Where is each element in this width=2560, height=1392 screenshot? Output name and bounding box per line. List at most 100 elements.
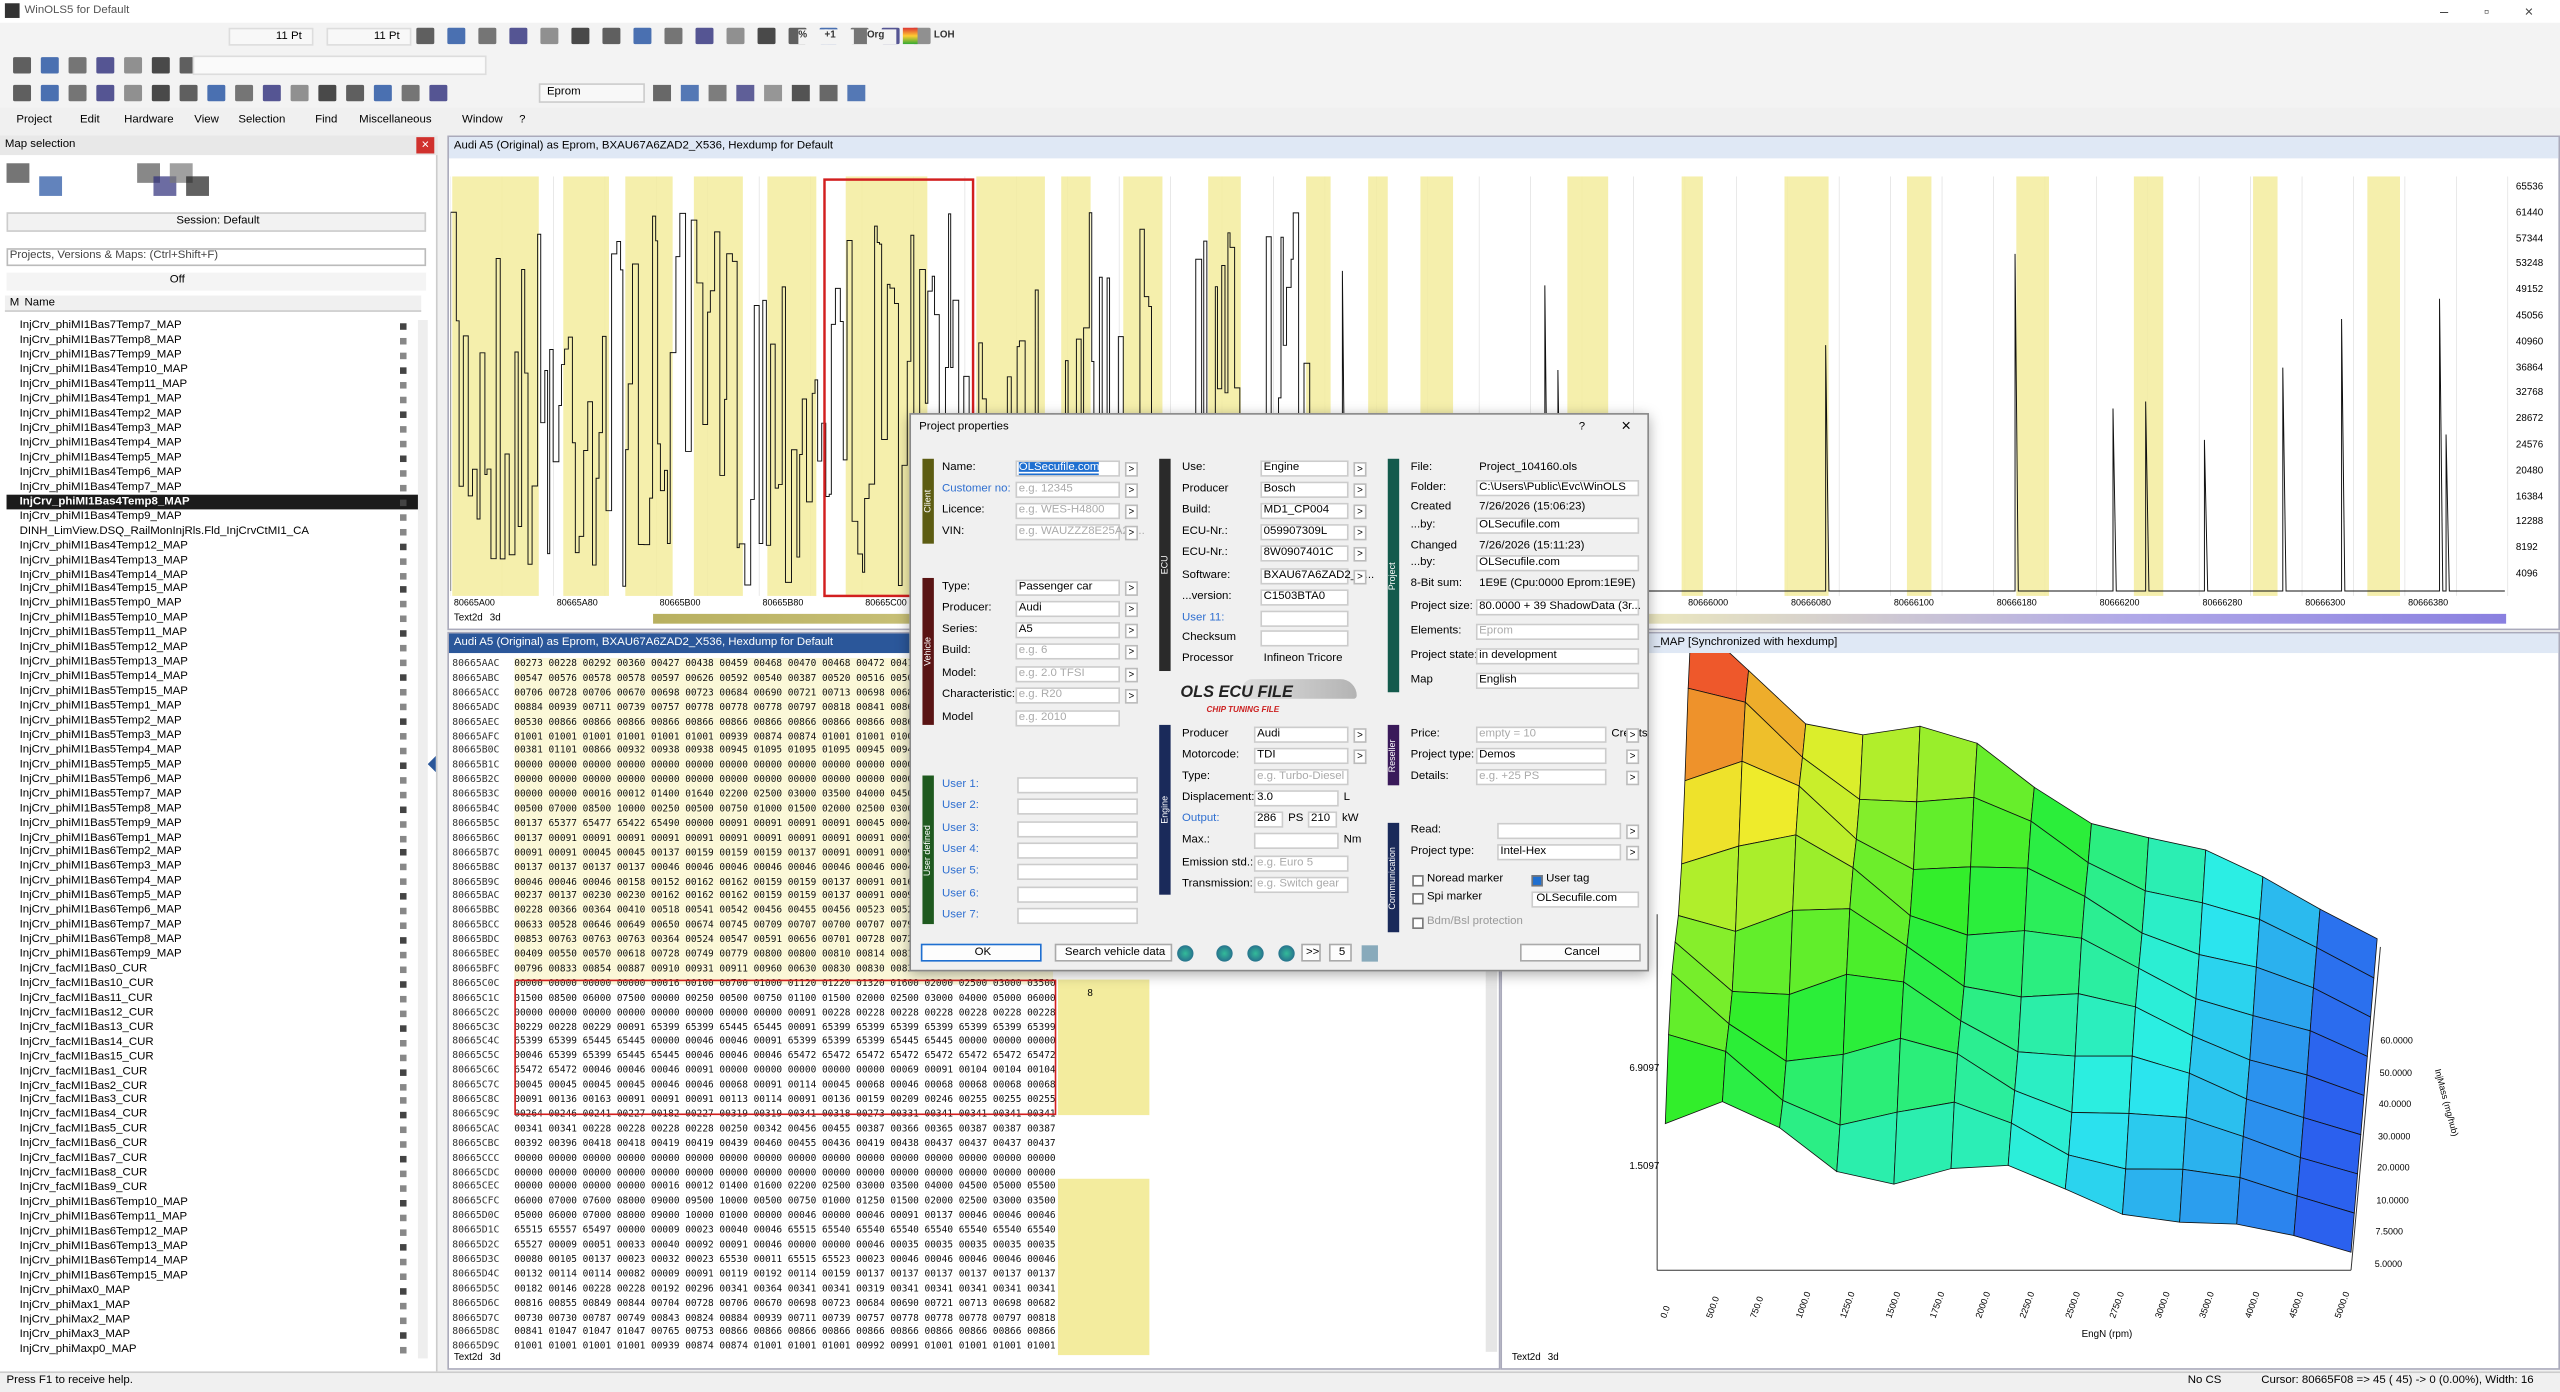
toolbar-button[interactable] — [318, 84, 337, 102]
field-button[interactable]: > — [1124, 483, 1138, 498]
dialog-close[interactable]: × — [1621, 417, 1631, 436]
panel-button[interactable] — [39, 176, 63, 196]
field-input[interactable] — [1017, 886, 1138, 903]
toolbar-button[interactable] — [447, 27, 466, 45]
toolbar-button[interactable] — [151, 57, 170, 74]
field-input[interactable] — [1017, 798, 1138, 815]
map-item[interactable]: InjCrv_phiMI1Bas4Temp1_MAP — [19, 393, 182, 406]
field-input[interactable] — [1015, 481, 1120, 498]
dialog-button[interactable]: >> — [1301, 943, 1321, 962]
field-input[interactable] — [1307, 811, 1338, 828]
field-button[interactable]: > — [1124, 623, 1138, 639]
map-item[interactable]: InjCrv_phiMI1Bas5Temp14_MAP — [19, 671, 188, 683]
toolbar-button[interactable] — [235, 84, 254, 102]
map-item[interactable]: InjCrv_phiMI1Bas6Temp14_MAP — [19, 1255, 188, 1267]
menu-item[interactable]: Edit — [80, 114, 100, 126]
toolbar-button[interactable] — [96, 57, 115, 74]
map-item[interactable]: InjCrv_phiMI1Bas5Temp0_MAP — [19, 598, 182, 610]
map-item[interactable]: InjCrv_phiMI1Bas6Temp2_MAP — [19, 846, 182, 858]
field-input[interactable] — [1260, 524, 1349, 541]
map-item[interactable]: InjCrv_phiMI1Bas4Temp6_MAP — [19, 466, 182, 479]
field-input[interactable] — [1475, 555, 1640, 572]
search-box[interactable] — [6, 248, 427, 267]
map-item[interactable]: DINH_LimView.DSQ_RailMonInjRls.Fld_InjCr… — [19, 525, 310, 537]
field-input[interactable] — [1253, 811, 1284, 828]
field-button[interactable]: > — [1124, 644, 1138, 660]
toolbar-button[interactable] — [13, 57, 32, 74]
window-button[interactable]: – — [2439, 3, 2449, 20]
map-item[interactable]: InjCrv_phiMI1Bas6Temp11_MAP — [19, 1211, 188, 1223]
map-item[interactable]: InjCrv_phiMI1Bas6Temp8_MAP — [19, 934, 182, 946]
menu-item[interactable]: Find — [315, 114, 338, 126]
map-item[interactable]: InjCrv_facMI1Bas2_CUR — [19, 1080, 148, 1092]
view-tab[interactable]: 2d — [471, 1353, 483, 1364]
menu-item[interactable]: Miscellaneous — [359, 114, 432, 126]
view-tab[interactable]: 3d — [489, 613, 501, 624]
field-button[interactable]: > — [1626, 749, 1640, 765]
toolbar-button[interactable] — [40, 84, 59, 102]
map-item[interactable]: InjCrv_phiMI1Bas4Temp9_MAP — [19, 510, 182, 523]
view-tab[interactable]: 2d — [1529, 1353, 1541, 1364]
toolbar-button[interactable] — [207, 84, 226, 102]
field-button[interactable]: > — [1353, 525, 1367, 541]
map-item[interactable]: InjCrv_facMI1Bas7_CUR — [19, 1153, 148, 1165]
field-button[interactable]: > — [1353, 728, 1367, 743]
field-input[interactable] — [1015, 502, 1120, 520]
toolbar-button[interactable] — [179, 84, 198, 102]
map-item[interactable]: InjCrv_phiMI1Bas6Temp4_MAP — [19, 875, 182, 888]
field-button[interactable]: > — [1124, 504, 1138, 520]
field-input[interactable] — [1260, 481, 1349, 498]
toolbar-button[interactable] — [602, 27, 621, 45]
field-button[interactable]: > — [1353, 569, 1367, 585]
toolbar-button[interactable] — [401, 84, 420, 102]
field-button[interactable]: > — [1124, 462, 1138, 477]
menu-item[interactable]: Selection — [238, 114, 286, 126]
checkbox[interactable] — [1412, 875, 1424, 887]
map-item[interactable]: InjCrv_facMI1Bas3_CUR — [19, 1094, 148, 1107]
map-item[interactable]: InjCrv_phiMI1Bas5Temp7_MAP — [19, 788, 182, 800]
toolbar-button[interactable] — [695, 27, 714, 45]
toolbar-button[interactable] — [96, 84, 115, 102]
dialog-help[interactable]: ? — [1578, 421, 1586, 433]
dialog-icon-button[interactable] — [1177, 945, 1194, 962]
map-item[interactable]: InjCrv_phiMI1Bas5Temp4_MAP — [19, 744, 182, 756]
field-input[interactable] — [1017, 907, 1138, 925]
menu-item[interactable]: Window — [462, 114, 503, 126]
address-box[interactable] — [192, 55, 487, 76]
dialog-button[interactable]: OK — [920, 943, 1042, 962]
dialog-icon-button[interactable] — [1278, 945, 1295, 962]
toolbar-button[interactable] — [346, 84, 365, 102]
map-item[interactable]: InjCrv_phiMI1Bas7Temp7_MAP — [19, 320, 182, 333]
map-item[interactable]: InjCrv_phiMI1Bas7Temp9_MAP — [19, 349, 182, 362]
view-tab[interactable]: 3d — [489, 1353, 501, 1364]
toolbar-button[interactable] — [653, 84, 672, 102]
map-item[interactable]: InjCrv_phiMax3_MAP — [19, 1328, 131, 1340]
map-item[interactable]: InjCrv_phiMI1Bas5Temp3_MAP — [19, 729, 182, 742]
toolbar-button[interactable] — [68, 84, 87, 102]
field-input[interactable] — [1260, 568, 1349, 585]
field-input[interactable] — [1017, 821, 1138, 838]
map-item[interactable]: InjCrv_phiMI1Bas5Temp9_MAP — [19, 817, 182, 829]
field-input[interactable] — [1260, 589, 1349, 606]
map-item[interactable]: InjCrv_phiMI1Bas5Temp8_MAP — [19, 802, 182, 815]
checkbox[interactable] — [1531, 875, 1543, 887]
field-input[interactable] — [1531, 891, 1640, 908]
toolbar-button[interactable] — [633, 27, 652, 45]
field-button[interactable]: > — [1353, 462, 1367, 477]
view-tab[interactable]: 3d — [1547, 1353, 1559, 1364]
map-item[interactable]: InjCrv_phiMI1Bas6Temp9_MAP — [19, 948, 182, 961]
field-input[interactable] — [1475, 747, 1607, 765]
checkbox[interactable] — [1412, 893, 1424, 905]
map-item[interactable]: InjCrv_facMI1Bas14_CUR — [19, 1036, 154, 1048]
toolbar-button[interactable] — [478, 27, 497, 45]
map-item[interactable]: InjCrv_phiMI1Bas4Temp11_MAP — [19, 379, 188, 391]
toolbar-button[interactable] — [791, 84, 810, 102]
field-input[interactable] — [1015, 643, 1120, 660]
field-button[interactable]: > — [1353, 504, 1367, 520]
map-item[interactable]: InjCrv_phiMax0_MAP — [19, 1284, 131, 1296]
window-button[interactable]: ▫ — [2483, 3, 2490, 20]
map-item[interactable]: InjCrv_phiMI1Bas5Temp6_MAP — [19, 773, 182, 785]
map-item[interactable]: InjCrv_phiMI1Bas5Temp2_MAP — [19, 715, 182, 727]
field-input[interactable] — [1475, 648, 1640, 665]
toolbar-button[interactable] — [726, 27, 745, 45]
